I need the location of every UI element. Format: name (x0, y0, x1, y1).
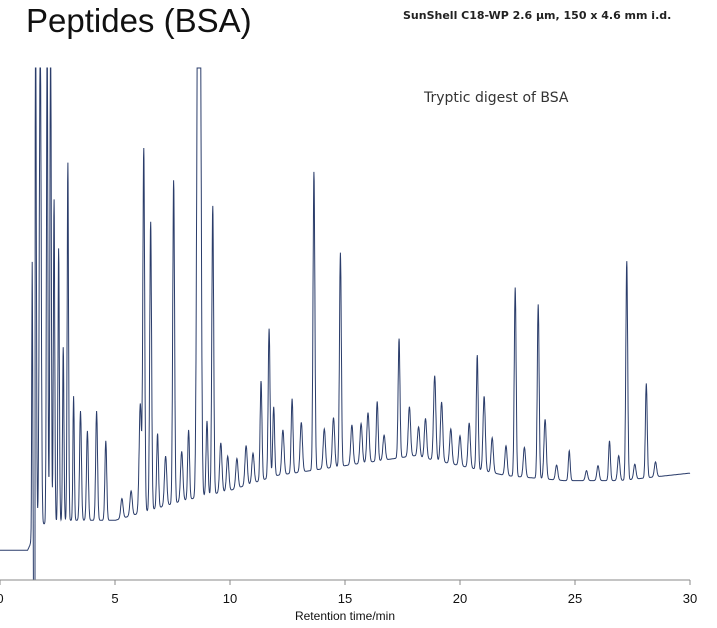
x-axis-ticks: 0 5 10 15 20 25 30 (0, 580, 697, 606)
x-tick-label: 10 (223, 591, 237, 606)
x-tick-label: 15 (338, 591, 352, 606)
chart-title: Peptides (BSA) (26, 2, 252, 39)
x-axis-label: Retention time/min (295, 609, 395, 623)
x-tick-label: 5 (111, 591, 118, 606)
x-tick-label: 0 (0, 591, 4, 606)
x-tick-label: 25 (568, 591, 582, 606)
column-info: SunShell C18-WP 2.6 µm, 150 x 4.6 mm i.d… (403, 9, 672, 22)
x-tick-label: 30 (683, 591, 697, 606)
chart-annotation: Tryptic digest of BSA (423, 90, 569, 106)
chromatogram-trace (0, 67, 691, 581)
x-tick-label: 20 (453, 591, 467, 606)
